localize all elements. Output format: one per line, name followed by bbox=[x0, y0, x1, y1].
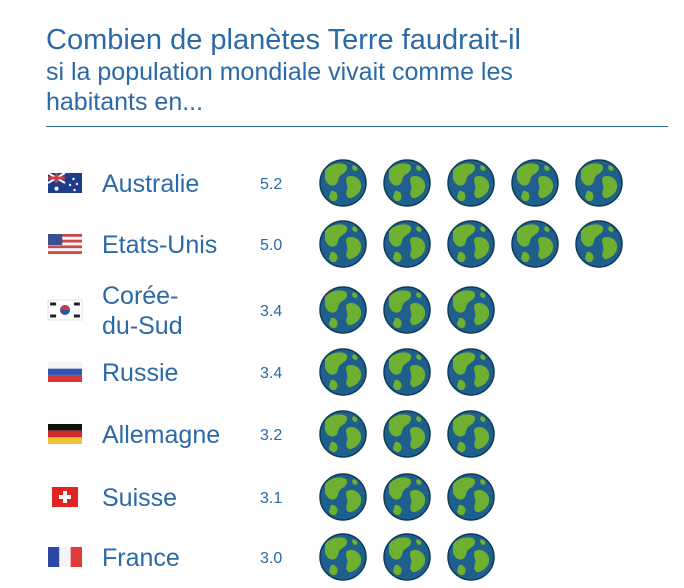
value-label: 3.4 bbox=[260, 365, 282, 382]
earth-globe-icon bbox=[383, 533, 431, 581]
earth-globe-icon bbox=[319, 348, 367, 396]
australia-flag-icon bbox=[47, 172, 82, 193]
russia-flag-icon bbox=[48, 362, 82, 382]
germany-flag-icon bbox=[48, 424, 82, 444]
category-label: Etats-Unis bbox=[102, 231, 217, 259]
category-label: Allemagne bbox=[102, 421, 220, 449]
chart-row-0: Australie 5.2 bbox=[47, 159, 650, 207]
value-label: 5.2 bbox=[260, 176, 282, 193]
value-label: 3.1 bbox=[260, 490, 282, 507]
chart-row-3: Russie 3.4 bbox=[48, 348, 531, 396]
earth-globe-icon bbox=[511, 159, 559, 207]
title-line-3: habitants en... bbox=[46, 88, 204, 116]
earth-globe-icon bbox=[447, 410, 495, 458]
switzerland-flag-icon bbox=[52, 487, 78, 507]
earth-globe-icon bbox=[319, 159, 367, 207]
earth-globe-icon bbox=[447, 159, 495, 207]
earth-globe-icon bbox=[511, 220, 559, 268]
chart-title: Combien de planètes Terre faudrait-il si… bbox=[46, 24, 668, 117]
title-line-2: si la population mondiale vivait comme l… bbox=[46, 58, 513, 86]
earth-globe-icon bbox=[575, 159, 623, 207]
earth-globe-icon bbox=[447, 286, 495, 334]
earth-globe-icon bbox=[319, 533, 367, 581]
france-flag-icon bbox=[48, 547, 82, 567]
partial-earth-globe-icon bbox=[639, 159, 650, 207]
category-label: Corée-du-Sud bbox=[102, 282, 183, 340]
chart-row-4: Allemagne 3.2 bbox=[48, 410, 522, 458]
value-label: 3.2 bbox=[260, 427, 282, 444]
category-label: France bbox=[102, 544, 180, 572]
earth-globe-icon bbox=[447, 473, 495, 521]
earth-globe-icon bbox=[447, 348, 495, 396]
earth-globe-icon bbox=[319, 410, 367, 458]
earth-globe-icon bbox=[319, 286, 367, 334]
value-label: 5.0 bbox=[260, 237, 282, 254]
earth-globe-icon bbox=[447, 533, 495, 581]
title-underline bbox=[46, 126, 668, 127]
chart-row-2: Corée-du-Sud 3.4 bbox=[47, 282, 531, 340]
category-label: Australie bbox=[102, 170, 199, 198]
earth-globe-icon bbox=[383, 410, 431, 458]
earth-globe-icon bbox=[319, 473, 367, 521]
usa-flag-icon bbox=[48, 234, 82, 254]
earth-globe-icon bbox=[383, 220, 431, 268]
value-label: 3.4 bbox=[260, 303, 282, 320]
value-label: 3.0 bbox=[260, 550, 282, 567]
earth-globe-icon bbox=[383, 159, 431, 207]
earth-globe-icon bbox=[319, 220, 367, 268]
earth-globe-icon bbox=[383, 348, 431, 396]
chart-row-5: Suisse 3.1 bbox=[52, 473, 517, 521]
category-label: Russie bbox=[102, 359, 178, 387]
earth-globe-icon bbox=[383, 473, 431, 521]
earth-globe-icon bbox=[447, 220, 495, 268]
title-line-1: Combien de planètes Terre faudrait-il bbox=[46, 24, 522, 56]
earth-globe-icon bbox=[383, 286, 431, 334]
chart-row-6: France 3.0 bbox=[48, 533, 495, 581]
chart-row-1: Etats-Unis 5.0 bbox=[48, 220, 623, 268]
category-label: Suisse bbox=[102, 484, 177, 512]
south-korea-flag-icon bbox=[47, 299, 83, 321]
partial-earth-globe-icon bbox=[511, 348, 531, 396]
earth-globe-icon bbox=[575, 220, 623, 268]
partial-earth-globe-icon bbox=[511, 286, 531, 334]
partial-earth-globe-icon bbox=[511, 410, 522, 458]
partial-earth-globe-icon bbox=[511, 473, 517, 521]
